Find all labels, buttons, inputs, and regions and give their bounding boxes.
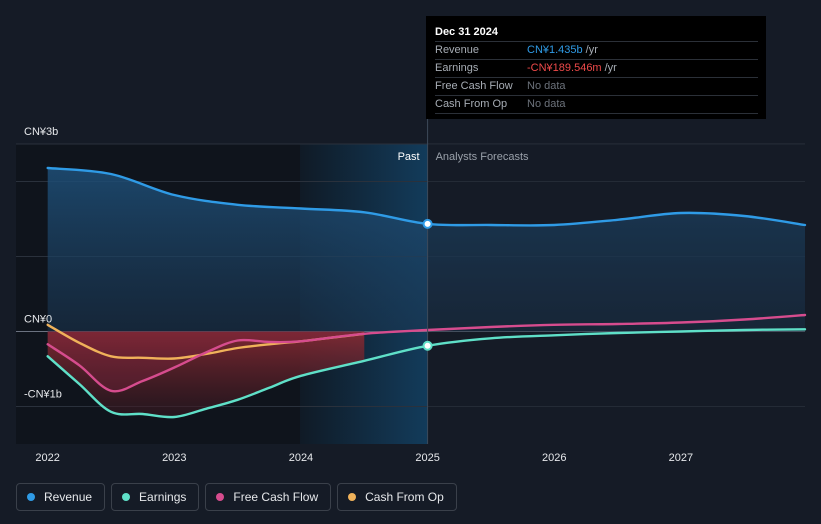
revenue-area bbox=[47, 168, 805, 332]
legend-item-free-cash-flow[interactable]: Free Cash Flow bbox=[205, 483, 332, 511]
legend-label: Free Cash Flow bbox=[233, 490, 319, 504]
series-line-free-cash-flow bbox=[46, 313, 807, 393]
x-tick-label: 2022 bbox=[35, 452, 59, 464]
tooltip-row-earnings: Earnings -CN¥189.546m /yr bbox=[435, 59, 758, 77]
tooltip-row-free-cash-flow: Free Cash Flow No data bbox=[435, 77, 758, 95]
series-line-earnings bbox=[46, 328, 807, 419]
tooltip-unit: /yr bbox=[585, 44, 598, 56]
earnings-dot-icon bbox=[122, 493, 131, 501]
x-tick-label: 2023 bbox=[162, 452, 186, 464]
forecast-label: Analysts Forecasts bbox=[436, 151, 529, 163]
revenue-dot-icon bbox=[27, 493, 35, 501]
tooltip-key: Cash From Op bbox=[435, 98, 508, 110]
earnings-negative-area bbox=[47, 331, 365, 418]
cash-from-op-dot-icon bbox=[348, 493, 357, 501]
x-tick-label: 2024 bbox=[289, 452, 313, 464]
highlight-points bbox=[422, 218, 433, 351]
tooltip-date: Dec 31 2024 bbox=[435, 26, 498, 38]
series-areas bbox=[47, 144, 805, 444]
chart-legend: Revenue Earnings Free Cash Flow Cash Fro… bbox=[16, 483, 457, 511]
legend-item-revenue[interactable]: Revenue bbox=[16, 483, 106, 511]
legend-item-cash-from-op[interactable]: Cash From Op bbox=[337, 483, 457, 511]
x-tick-label: 2027 bbox=[669, 452, 693, 464]
tooltip-value: CN¥1.435b bbox=[527, 44, 583, 56]
legend-item-earnings[interactable]: Earnings bbox=[111, 483, 200, 511]
point-revenue bbox=[422, 218, 433, 229]
tooltip-value: No data bbox=[527, 80, 566, 92]
legend-label: Cash From Op bbox=[365, 490, 444, 504]
tooltip-unit: /yr bbox=[604, 62, 617, 74]
point-earnings bbox=[422, 340, 433, 351]
x-axis-labels: 2022 2023 2024 2025 2026 2027 bbox=[35, 452, 693, 464]
tooltip-value: No data bbox=[527, 98, 566, 110]
data-tooltip: Dec 31 2024 Revenue CN¥1.435b /yr Earnin… bbox=[426, 16, 766, 119]
tooltip-key: Revenue bbox=[435, 44, 480, 56]
tooltip-row-revenue: Revenue CN¥1.435b /yr bbox=[435, 41, 758, 59]
free-cash-flow-dot-icon bbox=[216, 493, 225, 501]
y-axis-labels: CN¥3b CN¥0 -CN¥1b bbox=[24, 126, 62, 401]
tooltip-value: -CN¥189.546m bbox=[527, 62, 602, 74]
legend-label: Earnings bbox=[139, 490, 187, 504]
tooltip-key: Free Cash Flow bbox=[435, 80, 513, 92]
past-label: Past bbox=[398, 151, 420, 163]
legend-label: Revenue bbox=[44, 490, 93, 504]
tooltip-key: Earnings bbox=[435, 62, 479, 74]
y-tick-label: CN¥3b bbox=[24, 126, 58, 138]
free-cash-flow-area bbox=[47, 331, 365, 392]
forecast-dim bbox=[427, 144, 805, 444]
y-tick-label: CN¥0 bbox=[24, 314, 52, 326]
x-tick-label: 2025 bbox=[415, 452, 439, 464]
x-tick-label: 2026 bbox=[542, 452, 566, 464]
y-tick-label: -CN¥1b bbox=[24, 389, 62, 401]
tooltip-row-cash-from-op: Cash From Op No data bbox=[435, 95, 758, 114]
